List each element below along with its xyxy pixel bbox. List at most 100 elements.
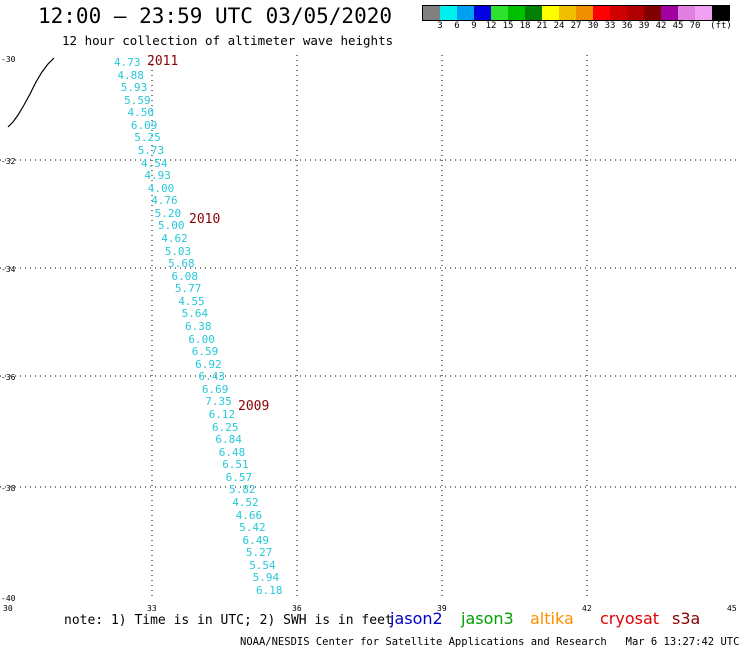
map-subtitle: 12 hour collection of altimeter wave hei… xyxy=(62,33,394,48)
x-axis-tick: 33 xyxy=(147,604,157,613)
legend-label: 45 xyxy=(672,21,684,31)
satellite-legend-jason2: jason2 xyxy=(390,609,443,628)
wave-height-label: 6.09 xyxy=(130,118,158,132)
orbit-number-label: 2009 xyxy=(238,399,270,414)
legend-swatch xyxy=(457,6,474,20)
y-axis-tick: -40 xyxy=(1,594,16,603)
satellite-legend-jason3: jason3 xyxy=(461,609,514,628)
legend-swatch xyxy=(576,6,593,20)
x-axis-tick: 30 xyxy=(3,604,13,613)
legend-label: 27 xyxy=(570,21,582,31)
x-axis-tick: 42 xyxy=(582,604,592,613)
wave-height-label: 6.84 xyxy=(215,433,242,447)
wave-height-label: 6.18 xyxy=(256,584,283,597)
wave-height-label: 5.68 xyxy=(168,257,195,271)
wave-height-label: 5.25 xyxy=(134,131,161,145)
y-axis-tick: -30 xyxy=(1,55,16,64)
wave-height-label: 6.25 xyxy=(212,420,239,434)
wave-height-label: 5.03 xyxy=(164,244,192,258)
legend-swatch xyxy=(525,6,542,20)
wave-height-label: 5.59 xyxy=(124,93,151,107)
satellite-legend-s3a: s3a xyxy=(672,609,701,628)
y-axis-tick: -38 xyxy=(1,484,16,493)
y-axis-tick: -32 xyxy=(1,157,16,166)
footer-credit: NOAA/NESDIS Center for Satellite Applica… xyxy=(240,636,740,648)
wave-height-label: 4.62 xyxy=(161,232,188,245)
y-axis-tick: -36 xyxy=(1,373,16,382)
color-scale-legend xyxy=(422,5,730,21)
wave-height-label: 7.35 xyxy=(205,395,232,409)
legend-swatch xyxy=(474,6,491,20)
legend-label: 33 xyxy=(604,21,616,31)
legend-label: 6 xyxy=(454,21,460,31)
satellite-legend-cryosat: cryosat xyxy=(600,609,660,628)
wave-height-label: 5.00 xyxy=(158,219,185,233)
legend-label: 15 xyxy=(502,21,514,31)
legend-swatch xyxy=(610,6,627,20)
timestamp-text: Mar 6 13:27:42 UTC 2020 xyxy=(625,636,740,648)
wave-height-label: 5.94 xyxy=(252,571,280,585)
wave-height-label: 5.64 xyxy=(181,307,209,321)
legend-swatch xyxy=(440,6,457,20)
wave-height-label: 6.92 xyxy=(195,357,222,371)
legend-swatch xyxy=(661,6,678,20)
wave-height-label: 4.93 xyxy=(144,169,171,183)
wave-height-label: 6.51 xyxy=(222,458,249,472)
wave-height-label: 5.42 xyxy=(239,521,266,535)
wave-height-label: 5.54 xyxy=(249,558,276,572)
wave-height-label: 4.76 xyxy=(151,194,178,208)
wave-height-label: 6.08 xyxy=(171,269,199,283)
wave-height-label: 6.49 xyxy=(242,533,270,547)
legend-label: 9 xyxy=(471,21,477,31)
legend-swatch xyxy=(695,6,712,20)
legend-swatch xyxy=(508,6,525,20)
map-title: 12:00 – 23:59 UTC 03/05/2020 xyxy=(38,4,393,28)
coastline xyxy=(7,57,55,128)
wave-height-label: 6.00 xyxy=(188,332,215,346)
legend-label: 70 xyxy=(689,21,701,31)
wave-height-label: 4.50 xyxy=(127,106,155,120)
credit-text: NOAA/NESDIS Center for Satellite Applica… xyxy=(240,636,607,648)
legend-label: 21 xyxy=(536,21,548,31)
legend-unit: (ft) xyxy=(710,21,732,31)
wave-height-label: 4.88 xyxy=(117,68,144,82)
wave-height-label: 4.00 xyxy=(147,181,175,195)
orbit-number-label: 2010 xyxy=(189,212,221,227)
wave-height-label: 5.27 xyxy=(245,546,273,560)
wave-height-label: 6.38 xyxy=(185,320,212,333)
wave-height-label: 5.82 xyxy=(229,483,256,497)
wave-height-label: 5.77 xyxy=(174,282,202,296)
legend-label: 24 xyxy=(553,21,565,31)
wave-height-label: 5.93 xyxy=(120,81,148,95)
note-text: note: 1) Time is in UTC; 2) SWH is in fe… xyxy=(64,613,393,628)
legend-swatch xyxy=(627,6,644,20)
wave-height-label: 5.73 xyxy=(137,144,165,157)
wave-height-label: 6.69 xyxy=(201,382,229,396)
legend-label: 39 xyxy=(638,21,650,31)
legend-swatch xyxy=(491,6,508,20)
legend-label: 42 xyxy=(655,21,667,31)
wave-height-label: 4.54 xyxy=(141,156,168,170)
wave-height-label: 6.48 xyxy=(218,445,246,459)
satellite-legend-altika: altika xyxy=(530,609,574,628)
y-axis-tick: -34 xyxy=(1,265,16,274)
wave-height-label: 4.66 xyxy=(235,508,263,522)
x-axis-tick: 39 xyxy=(437,604,447,613)
orbit-number-label: 2011 xyxy=(147,54,179,69)
legend-swatch xyxy=(423,6,440,20)
legend-label: 30 xyxy=(587,21,599,31)
grid-lines xyxy=(0,55,740,598)
legend-swatch xyxy=(712,6,729,20)
wave-height-label: 6.12 xyxy=(208,408,236,421)
legend-swatch xyxy=(678,6,695,20)
wave-height-label: 6.57 xyxy=(225,470,253,484)
wave-height-label: 4.52 xyxy=(232,496,259,509)
legend-swatch xyxy=(644,6,661,20)
wave-height-label: 5.20 xyxy=(154,206,182,220)
legend-label: 36 xyxy=(621,21,633,31)
legend-label: 3 xyxy=(437,21,443,31)
x-axis-tick: 36 xyxy=(292,604,302,613)
wave-height-label: 4.73 xyxy=(114,56,141,69)
wave-height-label: 6.43 xyxy=(198,370,226,384)
